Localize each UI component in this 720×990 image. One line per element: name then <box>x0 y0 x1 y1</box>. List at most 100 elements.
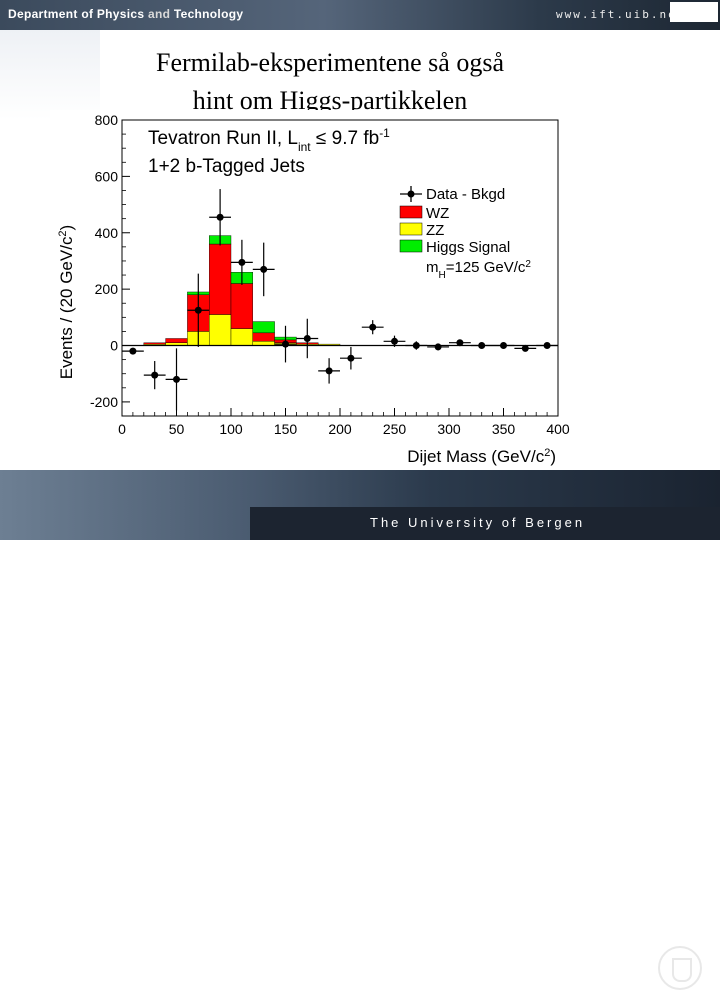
y-tick-label-5: 800 <box>95 112 119 128</box>
y-tick-label-4: 600 <box>95 168 119 184</box>
y-tick-label-1: 0 <box>110 338 118 354</box>
header-url[interactable]: www.ift.uib.no <box>556 8 677 21</box>
legend: Data - Bkgd WZ ZZ Higgs Signal mH=125 Ge… <box>399 186 531 281</box>
data-point-13 <box>405 341 428 350</box>
data-point-marker-3 <box>194 306 202 314</box>
y-tick-label-2: 200 <box>95 281 119 297</box>
department-name: Department of Physics and Technology <box>8 7 243 21</box>
data-point-14 <box>427 343 449 351</box>
bar-zz-4 <box>230 328 253 346</box>
decorative-background <box>0 30 100 120</box>
data-point-11 <box>361 320 384 335</box>
data-point-8 <box>296 318 319 359</box>
data-point-2 <box>165 348 188 411</box>
y-axis-label-end: ) <box>57 225 76 231</box>
data-point-19 <box>536 342 558 350</box>
bar-wz-0 <box>143 342 166 345</box>
department-name-part2: and <box>147 7 171 21</box>
legend-data-marker <box>407 190 415 198</box>
x-axis-label-end: ) <box>550 447 556 466</box>
y-axis-label-main: Events / (20 GeV/c <box>57 236 76 379</box>
data-point-marker-1 <box>151 371 159 379</box>
department-name-part1: Department of Physics <box>8 7 145 21</box>
x-tick-label-1: 50 <box>169 421 185 437</box>
data-point-marker-9 <box>325 367 333 375</box>
y-axis-label: Events / (20 GeV/c2) <box>57 225 76 379</box>
x-tick-label-2: 100 <box>219 421 243 437</box>
data-point-18 <box>514 344 537 352</box>
x-tick-label-8: 400 <box>546 421 570 437</box>
chart-title-sup: -1 <box>379 126 390 140</box>
legend-mass-sub: H <box>439 270 446 281</box>
data-point-17 <box>492 342 515 350</box>
data-point-1 <box>143 361 166 390</box>
data-point-marker-2 <box>173 375 180 383</box>
data-point-6 <box>252 242 275 297</box>
data-point-marker-8 <box>303 334 311 342</box>
data-point-9 <box>318 358 340 384</box>
data-point-marker-17 <box>500 342 507 350</box>
y-tick-label-0: -200 <box>90 394 118 410</box>
legend-zz-swatch <box>399 222 423 236</box>
data-point-15 <box>449 339 471 347</box>
data-point-marker-0 <box>129 347 137 355</box>
data-point-marker-19 <box>543 342 551 350</box>
legend-higgs-label: Higgs Signal <box>426 239 510 256</box>
header-banner: Department of Physics and Technology www… <box>0 0 720 30</box>
data-point-marker-6 <box>260 265 268 273</box>
data-point-marker-15 <box>456 339 464 347</box>
data-point-marker-7 <box>282 340 289 348</box>
data-point-3 <box>187 273 210 347</box>
bar-wz-5 <box>252 332 275 342</box>
slide-title-line1: Fermilab-eksperimentene så også <box>156 48 504 77</box>
x-tick-label-6: 300 <box>437 421 461 437</box>
data-point-marker-18 <box>521 344 529 352</box>
legend-data-label: Data - Bkgd <box>426 186 505 203</box>
data-point-marker-4 <box>216 213 224 221</box>
axis-ticks: 0 50 100 150 200 250 300 350 400-200020040060080… <box>90 112 570 437</box>
x-tick-label-4: 200 <box>328 421 352 437</box>
bar-wz-4 <box>230 283 253 329</box>
data-point-marker-13 <box>412 342 420 350</box>
x-tick-label-3: 150 <box>274 421 298 437</box>
data-point-marker-14 <box>434 343 442 351</box>
legend-mass-prefix: m <box>426 259 439 276</box>
chart-title-main: Tevatron Run II, L <box>148 128 298 149</box>
data-point-marker-16 <box>478 342 486 350</box>
data-point-marker-10 <box>347 354 355 362</box>
bar-zz-5 <box>252 341 275 346</box>
university-name: The University of Bergen <box>370 515 586 530</box>
bar-higgs-5 <box>252 321 275 334</box>
data-point-12 <box>383 335 406 347</box>
data-point-5 <box>231 239 253 285</box>
x-tick-label-0: 0 <box>118 421 126 437</box>
chart-title: Tevatron Run II, Lint ≤ 9.7 fb-1 <box>148 126 390 154</box>
x-axis-label: Dijet Mass (GeV/c2) <box>407 447 556 466</box>
bar-wz-1 <box>165 338 188 343</box>
data-point-marker-11 <box>369 323 377 331</box>
x-axis-label-main: Dijet Mass (GeV/c <box>407 447 544 466</box>
data-point-0 <box>122 347 144 355</box>
data-point-16 <box>470 342 493 350</box>
chart-background <box>50 110 570 470</box>
legend-zz-label: ZZ <box>426 222 444 239</box>
footer-strip <box>250 507 720 540</box>
bar-zz-3 <box>208 314 232 346</box>
chart-title-sub: int <box>298 140 311 154</box>
x-tick-label-7: 350 <box>492 421 516 437</box>
data-point-marker-12 <box>391 337 398 345</box>
data-point-7 <box>274 325 297 363</box>
university-crest-icon <box>658 946 702 990</box>
legend-wz-label: WZ <box>426 205 449 222</box>
legend-wz-swatch <box>399 205 423 219</box>
legend-mass-text: =125 GeV/c <box>446 259 526 276</box>
y-axis-label-sup: 2 <box>57 230 69 236</box>
data-point-10 <box>340 346 362 370</box>
data-point-marker-5 <box>238 258 246 266</box>
legend-higgs-swatch <box>399 239 423 253</box>
y-tick-label-3: 400 <box>95 225 119 241</box>
bar-wz-3 <box>208 243 232 315</box>
x-axis-label-sup: 2 <box>544 447 550 459</box>
header-corner-box <box>670 2 718 22</box>
department-name-part3: Technology <box>173 7 244 21</box>
